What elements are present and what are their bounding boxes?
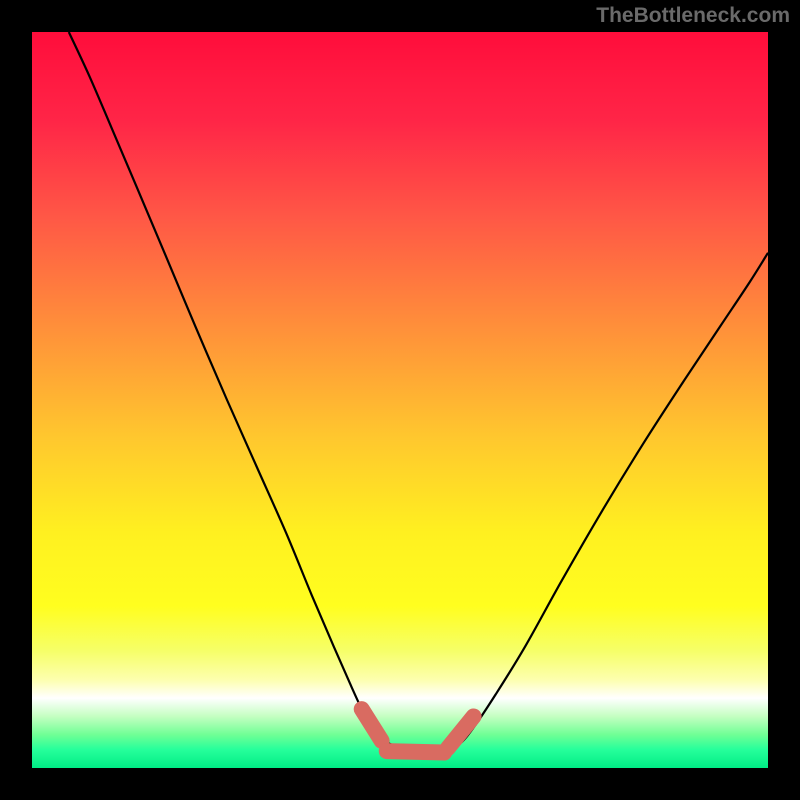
optimal-range-marker (32, 32, 768, 768)
marker-segment-0 (362, 709, 382, 741)
chart-outer-frame: TheBottleneck.com (0, 0, 800, 800)
watermark-label: TheBottleneck.com (596, 4, 790, 28)
marker-segment-1 (387, 751, 444, 752)
chart-plot-area (32, 32, 768, 768)
marker-segment-2 (448, 716, 474, 748)
